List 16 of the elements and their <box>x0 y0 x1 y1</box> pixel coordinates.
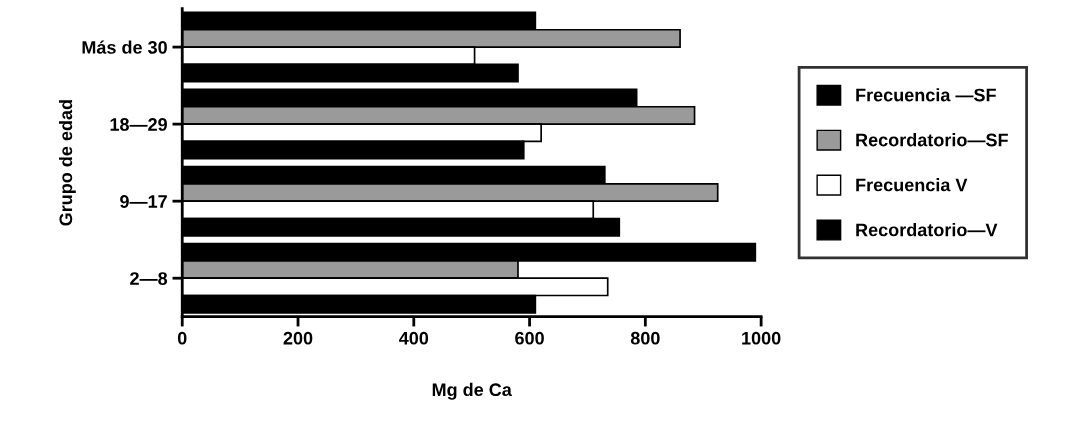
x-axis-title: Mg de Ca <box>432 382 512 400</box>
x-tick-label: 800 <box>630 331 660 345</box>
legend-label: Recordatorio—SF <box>856 133 1008 147</box>
x-tick-label: 1000 <box>742 331 781 345</box>
y-tick-label: 18—29 <box>110 118 167 131</box>
legend-label: Frecuencia V <box>856 178 968 192</box>
x-tick-label: 400 <box>399 331 429 345</box>
y-tick-label: 9—17 <box>120 195 167 208</box>
x-tick-label: 0 <box>177 331 187 345</box>
legend-label: Recordatorio—V <box>856 223 998 237</box>
y-axis-title: Grupo de edad <box>58 100 76 226</box>
x-tick-label: 200 <box>283 331 313 345</box>
y-tick-label: Más de 30 <box>82 40 167 54</box>
x-tick-label: 600 <box>515 331 544 345</box>
legend-label: Frecuencia —SF <box>856 88 996 102</box>
y-tick-label: 2—8 <box>130 272 168 285</box>
